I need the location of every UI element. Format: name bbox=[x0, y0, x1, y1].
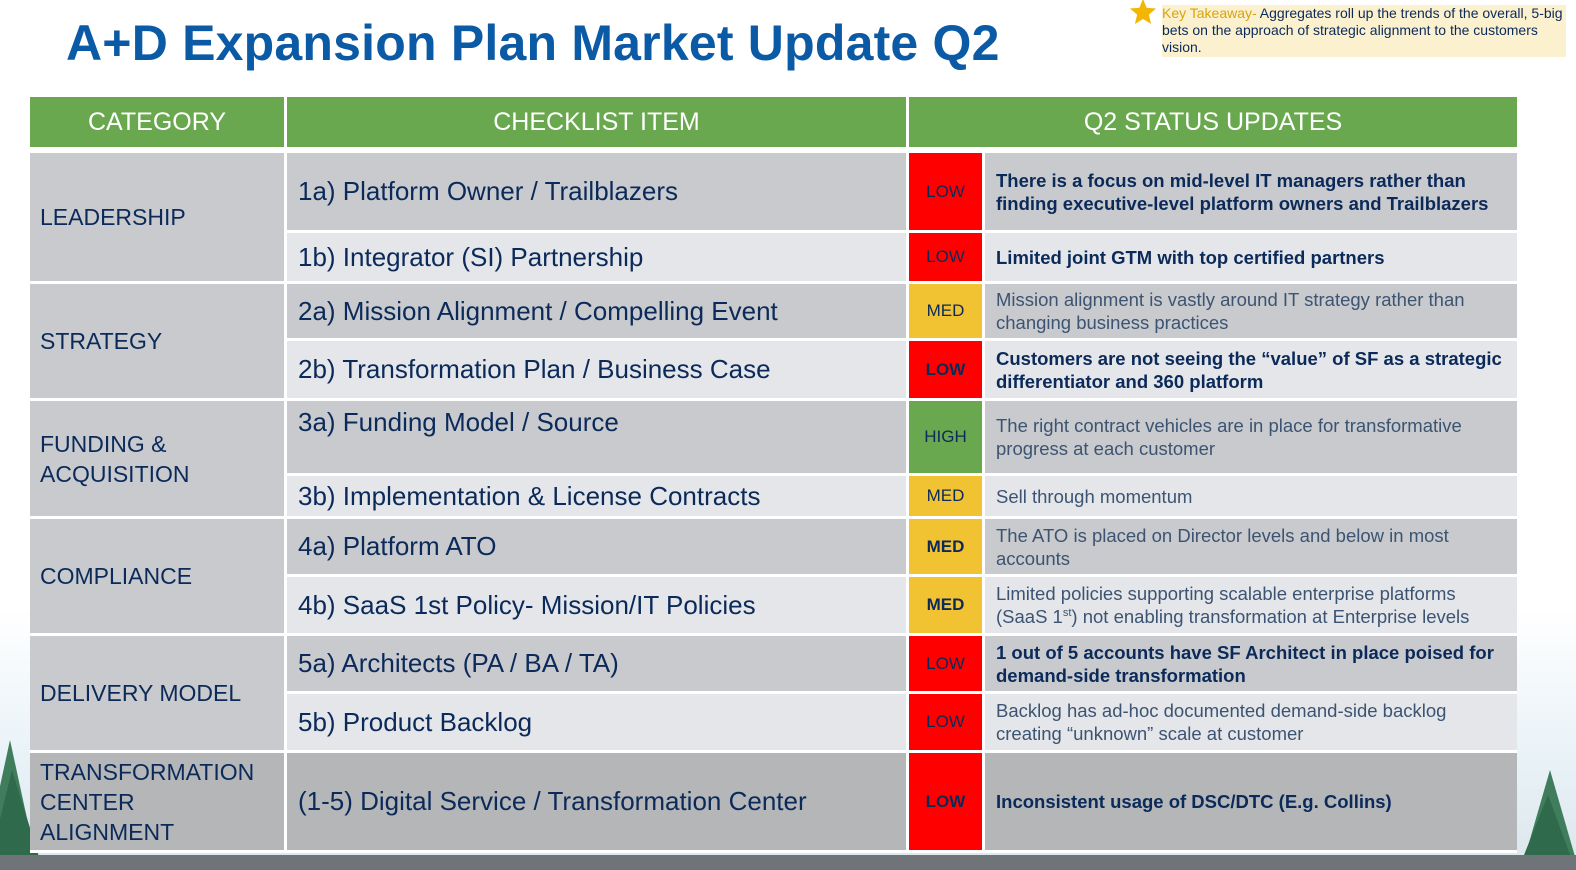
key-takeaway-note: Key Takeaway- Aggregates roll up the tre… bbox=[1129, 0, 1566, 57]
category-leadership: LEADERSHIP bbox=[30, 153, 287, 284]
checklist-item: 2b) Transformation Plan / Business Case bbox=[287, 341, 909, 401]
status-update: Limited joint GTM with top certified par… bbox=[985, 233, 1517, 284]
checklist-item: 1b) Integrator (SI) Partnership bbox=[287, 233, 909, 284]
category-funding-line1: FUNDING & bbox=[40, 430, 167, 457]
status-badge: LOW bbox=[909, 694, 985, 753]
checklist-item: 5a) Architects (PA / BA / TA) bbox=[287, 636, 909, 694]
table-row: TRANSFORMATION CENTER ALIGNMENT (1-5) Di… bbox=[30, 753, 1517, 853]
status-update: The right contract vehicles are in place… bbox=[985, 401, 1517, 476]
status-update: Mission alignment is vastly around IT st… bbox=[985, 284, 1517, 341]
header-status-updates: Q2 STATUS UPDATES bbox=[909, 97, 1517, 153]
status-update-part1: Limited policies supporting scalable ent… bbox=[996, 583, 1456, 627]
checklist-item: 2a) Mission Alignment / Compelling Event bbox=[287, 284, 909, 341]
page-title: A+D Expansion Plan Market Update Q2 bbox=[66, 15, 1000, 71]
category-transformation-line2: CENTER bbox=[40, 788, 135, 815]
category-compliance: COMPLIANCE bbox=[30, 519, 287, 636]
status-badge: LOW bbox=[909, 153, 985, 233]
table-row: STRATEGY 2a) Mission Alignment / Compell… bbox=[30, 284, 1517, 401]
table-header-row: CATEGORY CHECKLIST ITEM Q2 STATUS UPDATE… bbox=[30, 97, 1517, 153]
status-badge: MED bbox=[909, 476, 985, 519]
checklist-item: 4b) SaaS 1st Policy- Mission/IT Policies bbox=[287, 577, 909, 636]
status-update: 1 out of 5 accounts have SF Architect in… bbox=[985, 636, 1517, 694]
status-update-part2: ) not enabling transformation at Enterpr… bbox=[1071, 606, 1470, 627]
status-badge: MED bbox=[909, 284, 985, 341]
checklist-item: (1-5) Digital Service / Transformation C… bbox=[287, 753, 909, 853]
table-row: 4b) SaaS 1st Policy- Mission/IT Policies… bbox=[30, 577, 1517, 636]
status-update: Limited policies supporting scalable ent… bbox=[985, 577, 1517, 636]
table-row: 5b) Product Backlog LOW Backlog has ad-h… bbox=[30, 694, 1517, 753]
header-checklist-item: CHECKLIST ITEM bbox=[287, 97, 909, 153]
status-update: Backlog has ad-hoc documented demand-sid… bbox=[985, 694, 1517, 753]
category-transformation-line3: ALIGNMENT bbox=[40, 818, 175, 845]
category-funding-line2: ACQUISITION bbox=[40, 460, 190, 487]
checklist-item: 4a) Platform ATO bbox=[287, 519, 909, 577]
status-badge: MED bbox=[909, 577, 985, 636]
category-funding-acquisition: FUNDING & ACQUISITION bbox=[30, 401, 287, 519]
status-badge: HIGH bbox=[909, 401, 985, 476]
table-row: LEADERSHIP 1a) Platform Owner / Trailbla… bbox=[30, 153, 1517, 284]
status-update: Inconsistent usage of DSC/DTC (E.g. Coll… bbox=[985, 753, 1517, 853]
category-delivery-model: DELIVERY MODEL bbox=[30, 636, 287, 753]
category-transformation-line1: TRANSFORMATION bbox=[40, 758, 255, 785]
checklist-item: 3b) Implementation & License Contracts bbox=[287, 476, 909, 519]
checklist-item: 1a) Platform Owner / Trailblazers bbox=[287, 153, 909, 233]
checklist-item: 3a) Funding Model / Source bbox=[287, 401, 909, 476]
table-row: 1b) Integrator (SI) Partnership LOW Limi… bbox=[30, 233, 1517, 284]
table-row: FUNDING & ACQUISITION 3a) Funding Model … bbox=[30, 401, 1517, 519]
status-badge: LOW bbox=[909, 341, 985, 401]
table-row: COMPLIANCE 4a) Platform ATO MED The ATO … bbox=[30, 519, 1517, 636]
checklist-item: 5b) Product Backlog bbox=[287, 694, 909, 753]
key-takeaway-text: Key Takeaway- Aggregates roll up the tre… bbox=[1162, 5, 1566, 56]
status-update: There is a focus on mid-level IT manager… bbox=[985, 153, 1517, 233]
right-tree-illustration bbox=[1522, 770, 1576, 860]
star-icon bbox=[1129, 0, 1157, 25]
table-row: 2b) Transformation Plan / Business Case … bbox=[30, 341, 1517, 401]
key-takeaway-body: Aggregates roll up the trends of the ove… bbox=[1162, 5, 1563, 55]
status-badge: LOW bbox=[909, 636, 985, 694]
table-row: DELIVERY MODEL 5a) Architects (PA / BA /… bbox=[30, 636, 1517, 753]
status-update: The ATO is placed on Director levels and… bbox=[985, 519, 1517, 577]
status-badge: LOW bbox=[909, 753, 985, 853]
header-category: CATEGORY bbox=[30, 97, 287, 153]
status-badge: MED bbox=[909, 519, 985, 577]
status-update: Customers are not seeing the “value” of … bbox=[985, 341, 1517, 401]
category-transformation-center: TRANSFORMATION CENTER ALIGNMENT bbox=[30, 753, 287, 853]
ground-strip bbox=[0, 855, 1576, 870]
category-strategy: STRATEGY bbox=[30, 284, 287, 401]
status-update-superscript: st bbox=[1062, 606, 1072, 619]
status-table: CATEGORY CHECKLIST ITEM Q2 STATUS UPDATE… bbox=[30, 97, 1517, 853]
status-update: Sell through momentum bbox=[985, 476, 1517, 519]
key-takeaway-lead: Key Takeaway- bbox=[1162, 5, 1257, 21]
status-badge: LOW bbox=[909, 233, 985, 284]
table-row: 3b) Implementation & License Contracts M… bbox=[30, 476, 1517, 519]
